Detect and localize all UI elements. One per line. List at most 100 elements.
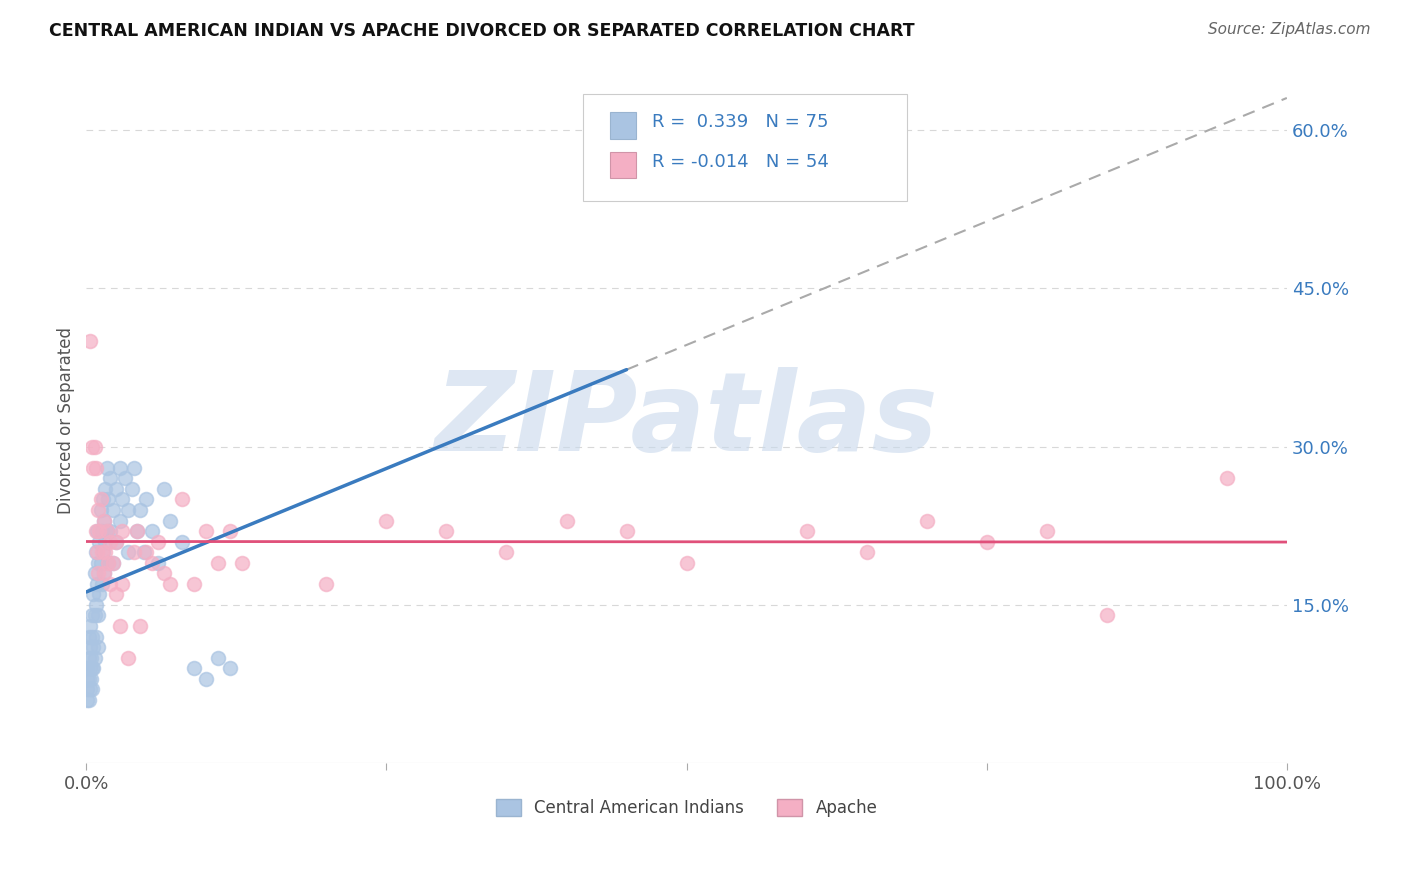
- Point: [84, 545, 107, 559]
- Point: [183, 661, 205, 675]
- Point: [89, 534, 111, 549]
- Text: R = -0.014   N = 54: R = -0.014 N = 54: [652, 153, 830, 170]
- Point: [84, 630, 107, 644]
- Point: [82, 630, 104, 644]
- Point: [94, 482, 117, 496]
- Point: [90, 524, 112, 538]
- Point: [87, 566, 110, 581]
- Point: [91, 492, 114, 507]
- Point: [375, 514, 398, 528]
- Point: [84, 598, 107, 612]
- Point: [87, 503, 110, 517]
- Point: [159, 576, 181, 591]
- Point: [141, 524, 163, 538]
- Point: [111, 576, 134, 591]
- Point: [125, 524, 148, 538]
- Point: [976, 534, 998, 549]
- Point: [94, 545, 117, 559]
- Point: [83, 566, 105, 581]
- Text: ZIPatlas: ZIPatlas: [434, 367, 938, 474]
- Point: [77, 693, 100, 707]
- Text: R =  0.339   N = 75: R = 0.339 N = 75: [652, 113, 830, 131]
- Point: [98, 524, 121, 538]
- Point: [91, 545, 114, 559]
- Point: [82, 661, 104, 675]
- Point: [124, 545, 146, 559]
- Point: [90, 503, 112, 517]
- Point: [89, 524, 111, 538]
- Point: [219, 661, 242, 675]
- Point: [111, 492, 134, 507]
- Point: [80, 650, 103, 665]
- Point: [79, 661, 101, 675]
- Point: [82, 460, 104, 475]
- Point: [172, 492, 194, 507]
- Point: [495, 545, 517, 559]
- Point: [141, 556, 163, 570]
- Point: [76, 661, 98, 675]
- Point: [86, 524, 108, 538]
- Point: [219, 524, 242, 538]
- Point: [108, 619, 131, 633]
- Point: [97, 556, 120, 570]
- Point: [93, 566, 115, 581]
- Point: [105, 534, 128, 549]
- Point: [98, 534, 121, 549]
- Point: [153, 482, 176, 496]
- Point: [93, 514, 115, 528]
- Point: [125, 524, 148, 538]
- Text: Source: ZipAtlas.com: Source: ZipAtlas.com: [1208, 22, 1371, 37]
- Point: [101, 556, 124, 570]
- Point: [93, 566, 115, 581]
- Point: [555, 514, 578, 528]
- Point: [114, 471, 136, 485]
- Point: [80, 672, 103, 686]
- Point: [207, 556, 229, 570]
- Point: [101, 556, 124, 570]
- Point: [94, 534, 117, 549]
- Point: [89, 587, 111, 601]
- Point: [148, 556, 170, 570]
- Point: [77, 650, 100, 665]
- Point: [86, 576, 108, 591]
- Y-axis label: Divorced or Separated: Divorced or Separated: [58, 326, 75, 514]
- Point: [207, 650, 229, 665]
- Point: [90, 545, 112, 559]
- Point: [117, 650, 139, 665]
- Point: [1095, 608, 1118, 623]
- Text: CENTRAL AMERICAN INDIAN VS APACHE DIVORCED OR SEPARATED CORRELATION CHART: CENTRAL AMERICAN INDIAN VS APACHE DIVORC…: [49, 22, 915, 40]
- Point: [616, 524, 638, 538]
- Point: [231, 556, 253, 570]
- Point: [675, 556, 697, 570]
- Point: [96, 524, 118, 538]
- Point: [83, 650, 105, 665]
- Point: [90, 576, 112, 591]
- Point: [82, 587, 104, 601]
- Point: [148, 534, 170, 549]
- Point: [79, 619, 101, 633]
- Point: [172, 534, 194, 549]
- Point: [436, 524, 458, 538]
- Point: [97, 492, 120, 507]
- Point: [87, 608, 110, 623]
- Point: [86, 545, 108, 559]
- Point: [124, 460, 146, 475]
- Point: [90, 556, 112, 570]
- Point: [195, 672, 218, 686]
- Point: [195, 524, 218, 538]
- Point: [82, 661, 104, 675]
- Point: [117, 545, 139, 559]
- Point: [915, 514, 938, 528]
- Legend: Central American Indians, Apache: Central American Indians, Apache: [489, 792, 884, 823]
- Point: [82, 440, 104, 454]
- Point: [183, 576, 205, 591]
- Point: [108, 514, 131, 528]
- Point: [79, 334, 101, 348]
- Point: [83, 440, 105, 454]
- Point: [1216, 471, 1239, 485]
- Point: [135, 492, 157, 507]
- Point: [76, 672, 98, 686]
- Point: [77, 630, 100, 644]
- Point: [82, 682, 104, 697]
- Point: [83, 608, 105, 623]
